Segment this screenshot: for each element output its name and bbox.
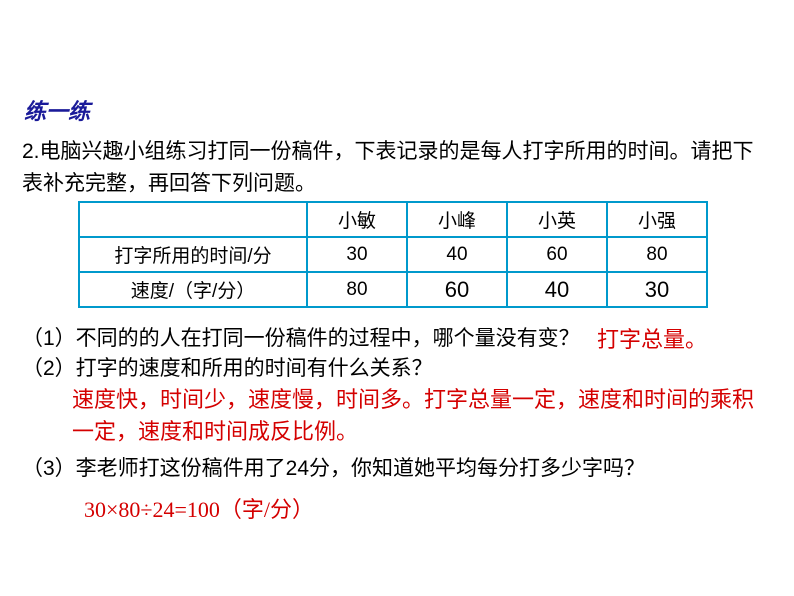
header-col4: 小强 xyxy=(607,202,707,237)
table-row-speed: 速度/（字/分） 80 60 40 30 xyxy=(79,272,707,307)
question-1: （1）不同的的人在打同一份稿件的过程中，哪个量没有变？ xyxy=(22,322,580,352)
header-col2: 小峰 xyxy=(407,202,507,237)
row1-d1: 30 xyxy=(307,237,407,272)
row1-d3: 60 xyxy=(507,237,607,272)
row1-label: 打字所用的时间/分 xyxy=(79,237,307,272)
row2-a2: 40 xyxy=(507,272,607,307)
header-col1: 小敏 xyxy=(307,202,407,237)
row2-a1: 60 xyxy=(407,272,507,307)
section-title: 练一练 xyxy=(24,94,90,126)
answer-3: 30×80÷24=100（字/分） xyxy=(84,492,314,524)
header-col3: 小英 xyxy=(507,202,607,237)
question-3: （3）李老师打这份稿件用了24分，你知道她平均每分打多少字吗？ xyxy=(22,452,645,482)
table-header-row: 小敏 小峰 小英 小强 xyxy=(79,202,707,237)
row1-d2: 40 xyxy=(407,237,507,272)
row2-given: 80 xyxy=(307,272,407,307)
row1-d4: 80 xyxy=(607,237,707,272)
row2-a3: 30 xyxy=(607,272,707,307)
problem-body: 电脑兴趣小组练习打同一份稿件，下表记录的是每人打字所用的时间。请把下表补充完整，… xyxy=(22,140,754,195)
header-blank xyxy=(79,202,307,237)
problem-text: 2.电脑兴趣小组练习打同一份稿件，下表记录的是每人打字所用的时间。请把下表补充完… xyxy=(22,136,762,199)
table-row-time: 打字所用的时间/分 30 40 60 80 xyxy=(79,237,707,272)
answer-2: 速度快，时间少，速度慢，时间多。打字总量一定，速度和时间的乘积一定，速度和时间成… xyxy=(72,384,772,448)
question-2: （2）打字的速度和所用的时间有什么关系？ xyxy=(22,352,433,382)
problem-number: 2. xyxy=(22,140,40,163)
answer-1: 打字总量。 xyxy=(597,322,707,354)
data-table: 小敏 小峰 小英 小强 打字所用的时间/分 30 40 60 80 速度/（字/… xyxy=(78,201,708,308)
row2-label: 速度/（字/分） xyxy=(79,272,307,307)
